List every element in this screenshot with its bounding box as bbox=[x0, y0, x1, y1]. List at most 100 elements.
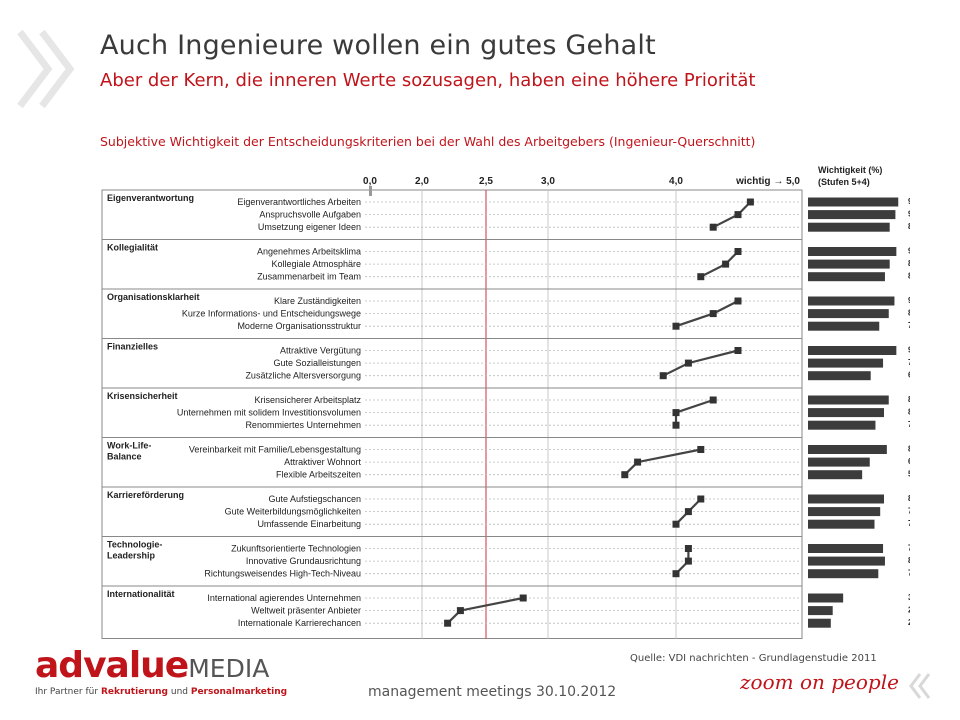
item-label: Zusätzliche Altersversorgung bbox=[245, 371, 361, 381]
importance-bar bbox=[808, 309, 889, 319]
item-label: Attraktiver Wohnort bbox=[284, 457, 361, 467]
zoom-slogan: zoom on people bbox=[740, 670, 899, 694]
importance-bar bbox=[808, 197, 899, 207]
item-label: Attraktive Vergütung bbox=[280, 346, 361, 356]
item-label: Gute Weiterbildungsmöglichkeiten bbox=[225, 507, 361, 517]
source-note: Quelle: VDI nachrichten - Grundlagenstud… bbox=[630, 653, 877, 664]
importance-bar bbox=[808, 606, 833, 616]
score-point bbox=[709, 223, 717, 231]
item-label: Klare Zuständigkeiten bbox=[274, 296, 361, 306]
importance-bar bbox=[808, 457, 870, 467]
importance-bar bbox=[808, 544, 884, 553]
importance-value-label: 74 bbox=[908, 569, 910, 578]
importance-bar bbox=[808, 408, 884, 418]
score-point bbox=[697, 273, 705, 281]
group-name-label: Eigenverantwortung bbox=[107, 193, 194, 203]
importance-bar bbox=[808, 371, 871, 381]
importance-bar bbox=[808, 259, 890, 269]
score-point bbox=[659, 372, 667, 380]
importance-value-label: 80 bbox=[908, 408, 910, 417]
importance-bar bbox=[808, 420, 876, 430]
group-name-label: Organisationsklarheit bbox=[107, 292, 200, 302]
item-label: Eigenverantwortliches Arbeiten bbox=[237, 197, 361, 207]
group-name-label: Finanzielles bbox=[107, 342, 158, 352]
score-point bbox=[672, 421, 680, 429]
importance-value-label: 92 bbox=[908, 210, 910, 219]
logo-main-text: advalue bbox=[35, 645, 189, 686]
score-point bbox=[734, 211, 742, 219]
group-name-label: Leadership bbox=[107, 551, 156, 561]
advalue-logo: advalueMEDIA Ihr Partner für Rekrutierun… bbox=[35, 645, 288, 698]
bar-header-label: Wichtigkeit (%) bbox=[818, 165, 882, 175]
item-label: Umfassende Einarbeitung bbox=[257, 519, 361, 529]
chevron-left-decoration-icon bbox=[909, 673, 931, 699]
importance-value-label: 26 bbox=[908, 606, 910, 615]
importance-bar bbox=[808, 222, 890, 232]
item-label: Umsetzung eigener Ideen bbox=[258, 222, 361, 232]
score-point bbox=[697, 446, 705, 453]
importance-bar bbox=[808, 296, 895, 306]
item-label: Richtungsweisendes High-Tech-Niveau bbox=[204, 569, 361, 579]
importance-value-label: 75 bbox=[908, 321, 910, 330]
importance-value-label: 66 bbox=[908, 371, 910, 380]
score-point bbox=[734, 347, 742, 354]
item-label: Renommiertes Unternehmen bbox=[245, 420, 361, 430]
score-point bbox=[684, 508, 692, 516]
importance-value-label: 93 bbox=[908, 346, 910, 355]
score-point bbox=[684, 557, 692, 565]
tagline-part: Ihr Partner für bbox=[35, 687, 101, 697]
score-point bbox=[456, 607, 464, 615]
score-point bbox=[709, 310, 717, 318]
group-name-label: Internationalität bbox=[107, 589, 175, 599]
tagline-part: Rekrutierung bbox=[100, 687, 168, 697]
score-point bbox=[672, 570, 680, 578]
score-point bbox=[672, 322, 680, 330]
importance-value-label: 85 bbox=[908, 395, 910, 404]
importance-value-label: 65 bbox=[908, 457, 910, 466]
importance-bar bbox=[808, 321, 880, 331]
importance-bar bbox=[808, 507, 881, 517]
score-point bbox=[734, 297, 742, 305]
x-tick-label: wichtig → 5,0 bbox=[735, 176, 800, 187]
group-name-label: Balance bbox=[107, 452, 142, 462]
axis-start-marker bbox=[369, 186, 372, 196]
item-label: Angenehmes Arbeitsklima bbox=[257, 247, 361, 257]
item-label: Flexible Arbeitszeiten bbox=[276, 470, 361, 480]
item-label: Anspruchsvolle Aufgaben bbox=[259, 210, 361, 220]
score-point bbox=[621, 471, 629, 479]
footer-text: management meetings 30.10.2012 bbox=[368, 684, 617, 700]
importance-bar bbox=[808, 445, 887, 454]
importance-value-label: 76 bbox=[908, 507, 910, 516]
item-label: Kollegiale Atmosphäre bbox=[271, 259, 361, 269]
importance-value-label: 80 bbox=[908, 494, 910, 503]
importance-bar bbox=[808, 556, 885, 566]
importance-bar bbox=[808, 346, 897, 355]
importance-value-label: 86 bbox=[908, 222, 910, 231]
page-subtitle: Aber der Kern, die inneren Werte sozusag… bbox=[100, 70, 756, 91]
logo-media-text: MEDIA bbox=[188, 654, 270, 683]
item-label: Zukunftsorientierte Technologien bbox=[231, 544, 361, 554]
importance-chart: 0,0 2,0 2,5 3,0 4,0 wichtig → 5,0 Wichtigkeit … bbox=[101, 165, 917, 639]
group-name-label: Technologie- bbox=[107, 540, 162, 550]
chart-container: 0,0 2,0 2,5 3,0 4,0 wichtig → 5,0 Wichtigkeit … bbox=[100, 160, 917, 644]
item-label: Gute Aufstiegschancen bbox=[268, 494, 361, 504]
score-point bbox=[684, 545, 692, 552]
importance-bar bbox=[808, 247, 897, 256]
importance-value-label: 57 bbox=[908, 470, 910, 479]
item-label: Unternehmen mit solidem Investitionsvolu… bbox=[177, 408, 361, 418]
importance-bar bbox=[808, 569, 879, 579]
importance-value-label: 85 bbox=[908, 309, 910, 318]
x-tick-label: 0,0 bbox=[363, 176, 377, 187]
item-label: Innovative Grundausrichtung bbox=[246, 556, 361, 566]
importance-value-label: 81 bbox=[908, 272, 910, 281]
item-label: Zusammenarbeit im Team bbox=[257, 272, 361, 282]
tagline-part: Personalmarketing bbox=[190, 687, 288, 697]
importance-bar bbox=[808, 272, 885, 282]
item-label: Vereinbarkeit mit Familie/Lebensgestaltu… bbox=[189, 445, 361, 455]
item-label: Internationale Karrierechancen bbox=[238, 618, 361, 628]
item-label: Kurze Informations- und Entscheidungsweg… bbox=[182, 309, 361, 319]
importance-value-label: 37 bbox=[908, 593, 910, 602]
importance-bar bbox=[808, 618, 831, 628]
group-name-label: Work-Life- bbox=[107, 441, 151, 451]
importance-bar bbox=[808, 470, 863, 480]
